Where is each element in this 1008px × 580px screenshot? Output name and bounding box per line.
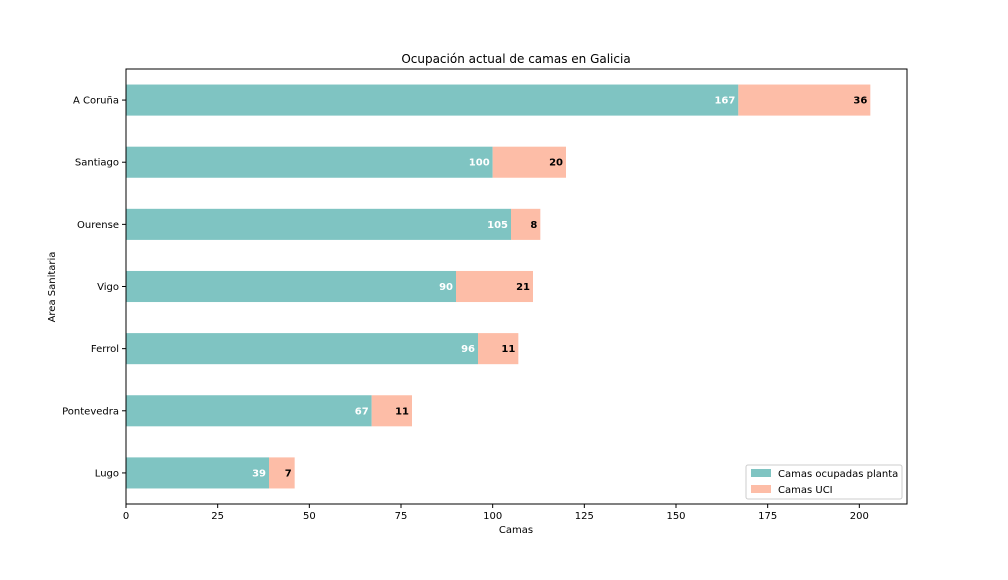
bar-label-uci-pontevedra: 11 bbox=[395, 406, 409, 417]
y-axis-label: Area Sanitaria bbox=[47, 252, 58, 323]
bar-planta-santiago bbox=[126, 146, 493, 178]
y-tick-label-ourense: Ourense bbox=[77, 220, 119, 231]
bar-label-planta-santiago: 100 bbox=[469, 158, 490, 169]
x-tick-label-25: 25 bbox=[211, 511, 224, 522]
x-tick-label-50: 50 bbox=[303, 511, 316, 522]
bar-uci-lugo bbox=[269, 457, 295, 489]
x-tick-label-175: 175 bbox=[758, 511, 777, 522]
bar-planta-ourense bbox=[126, 208, 511, 240]
legend: Camas ocupadas planta Camas UCI bbox=[745, 464, 903, 500]
bar-planta-pontevedra bbox=[126, 395, 372, 427]
x-tick-label-125: 125 bbox=[575, 511, 594, 522]
y-tick-label-ferrol: Ferrol bbox=[91, 344, 119, 355]
legend-swatch-planta bbox=[751, 469, 771, 477]
bar-label-planta-lugo: 39 bbox=[252, 468, 266, 479]
bar-planta-vigo bbox=[126, 270, 456, 303]
y-tick-label-lugo: Lugo bbox=[95, 468, 119, 479]
x-axis-label: Camas bbox=[499, 525, 533, 536]
chart-title: Ocupación actual de camas en Galicia bbox=[401, 52, 630, 66]
bar-uci-ferrol bbox=[478, 333, 519, 365]
y-axis: A Coruña Santiago Ourense Vigo Ferrol Ponteve… bbox=[62, 96, 126, 479]
x-axis: 0 25 50 75 100 125 150 175 200 bbox=[123, 504, 869, 522]
bar-label-uci-ourense: 8 bbox=[530, 220, 537, 231]
bar-label-uci-a-coruna: 36 bbox=[853, 96, 867, 107]
bar-planta-ferrol bbox=[126, 333, 478, 365]
x-tick-label-100: 100 bbox=[483, 511, 502, 522]
bar-label-uci-ferrol: 11 bbox=[501, 344, 515, 355]
bar-uci-pontevedra bbox=[371, 395, 412, 427]
legend-label-planta: Camas ocupadas planta bbox=[778, 469, 898, 480]
y-tick-label-pontevedra: Pontevedra bbox=[62, 406, 119, 417]
bar-uci-vigo bbox=[456, 270, 533, 303]
x-tick-label-150: 150 bbox=[666, 511, 685, 522]
bar-planta-lugo bbox=[126, 457, 269, 489]
bar-label-uci-vigo: 21 bbox=[516, 282, 530, 293]
legend-swatch-uci bbox=[751, 485, 771, 493]
bar-planta-a-coruna bbox=[126, 84, 739, 116]
bar-label-uci-santiago: 20 bbox=[549, 158, 563, 169]
bar-label-planta-pontevedra: 67 bbox=[355, 406, 369, 417]
x-tick-label-200: 200 bbox=[850, 511, 869, 522]
bar-label-planta-vigo: 90 bbox=[439, 282, 453, 293]
bar-label-planta-ourense: 105 bbox=[487, 220, 508, 231]
legend-label-uci: Camas UCI bbox=[778, 485, 833, 496]
bar-label-planta-a-coruna: 167 bbox=[714, 96, 735, 107]
legend-box bbox=[745, 464, 903, 500]
bar-labels-group: 167 36 100 20 105 8 90 21 96 11 67 11 39 7 bbox=[252, 96, 867, 480]
bar-uci-ourense bbox=[511, 208, 541, 240]
bar-uci-a-coruna bbox=[738, 84, 871, 116]
y-tick-label-santiago: Santiago bbox=[75, 158, 119, 169]
bar-uci-santiago bbox=[492, 146, 566, 178]
bar-label-planta-ferrol: 96 bbox=[461, 344, 475, 355]
x-tick-label-75: 75 bbox=[395, 511, 408, 522]
x-tick-label-0: 0 bbox=[123, 511, 129, 522]
bar-label-uci-lugo: 7 bbox=[285, 468, 292, 479]
y-tick-label-a-coruna: A Coruña bbox=[73, 96, 119, 107]
y-tick-label-vigo: Vigo bbox=[97, 282, 119, 293]
bars-group bbox=[126, 84, 871, 489]
